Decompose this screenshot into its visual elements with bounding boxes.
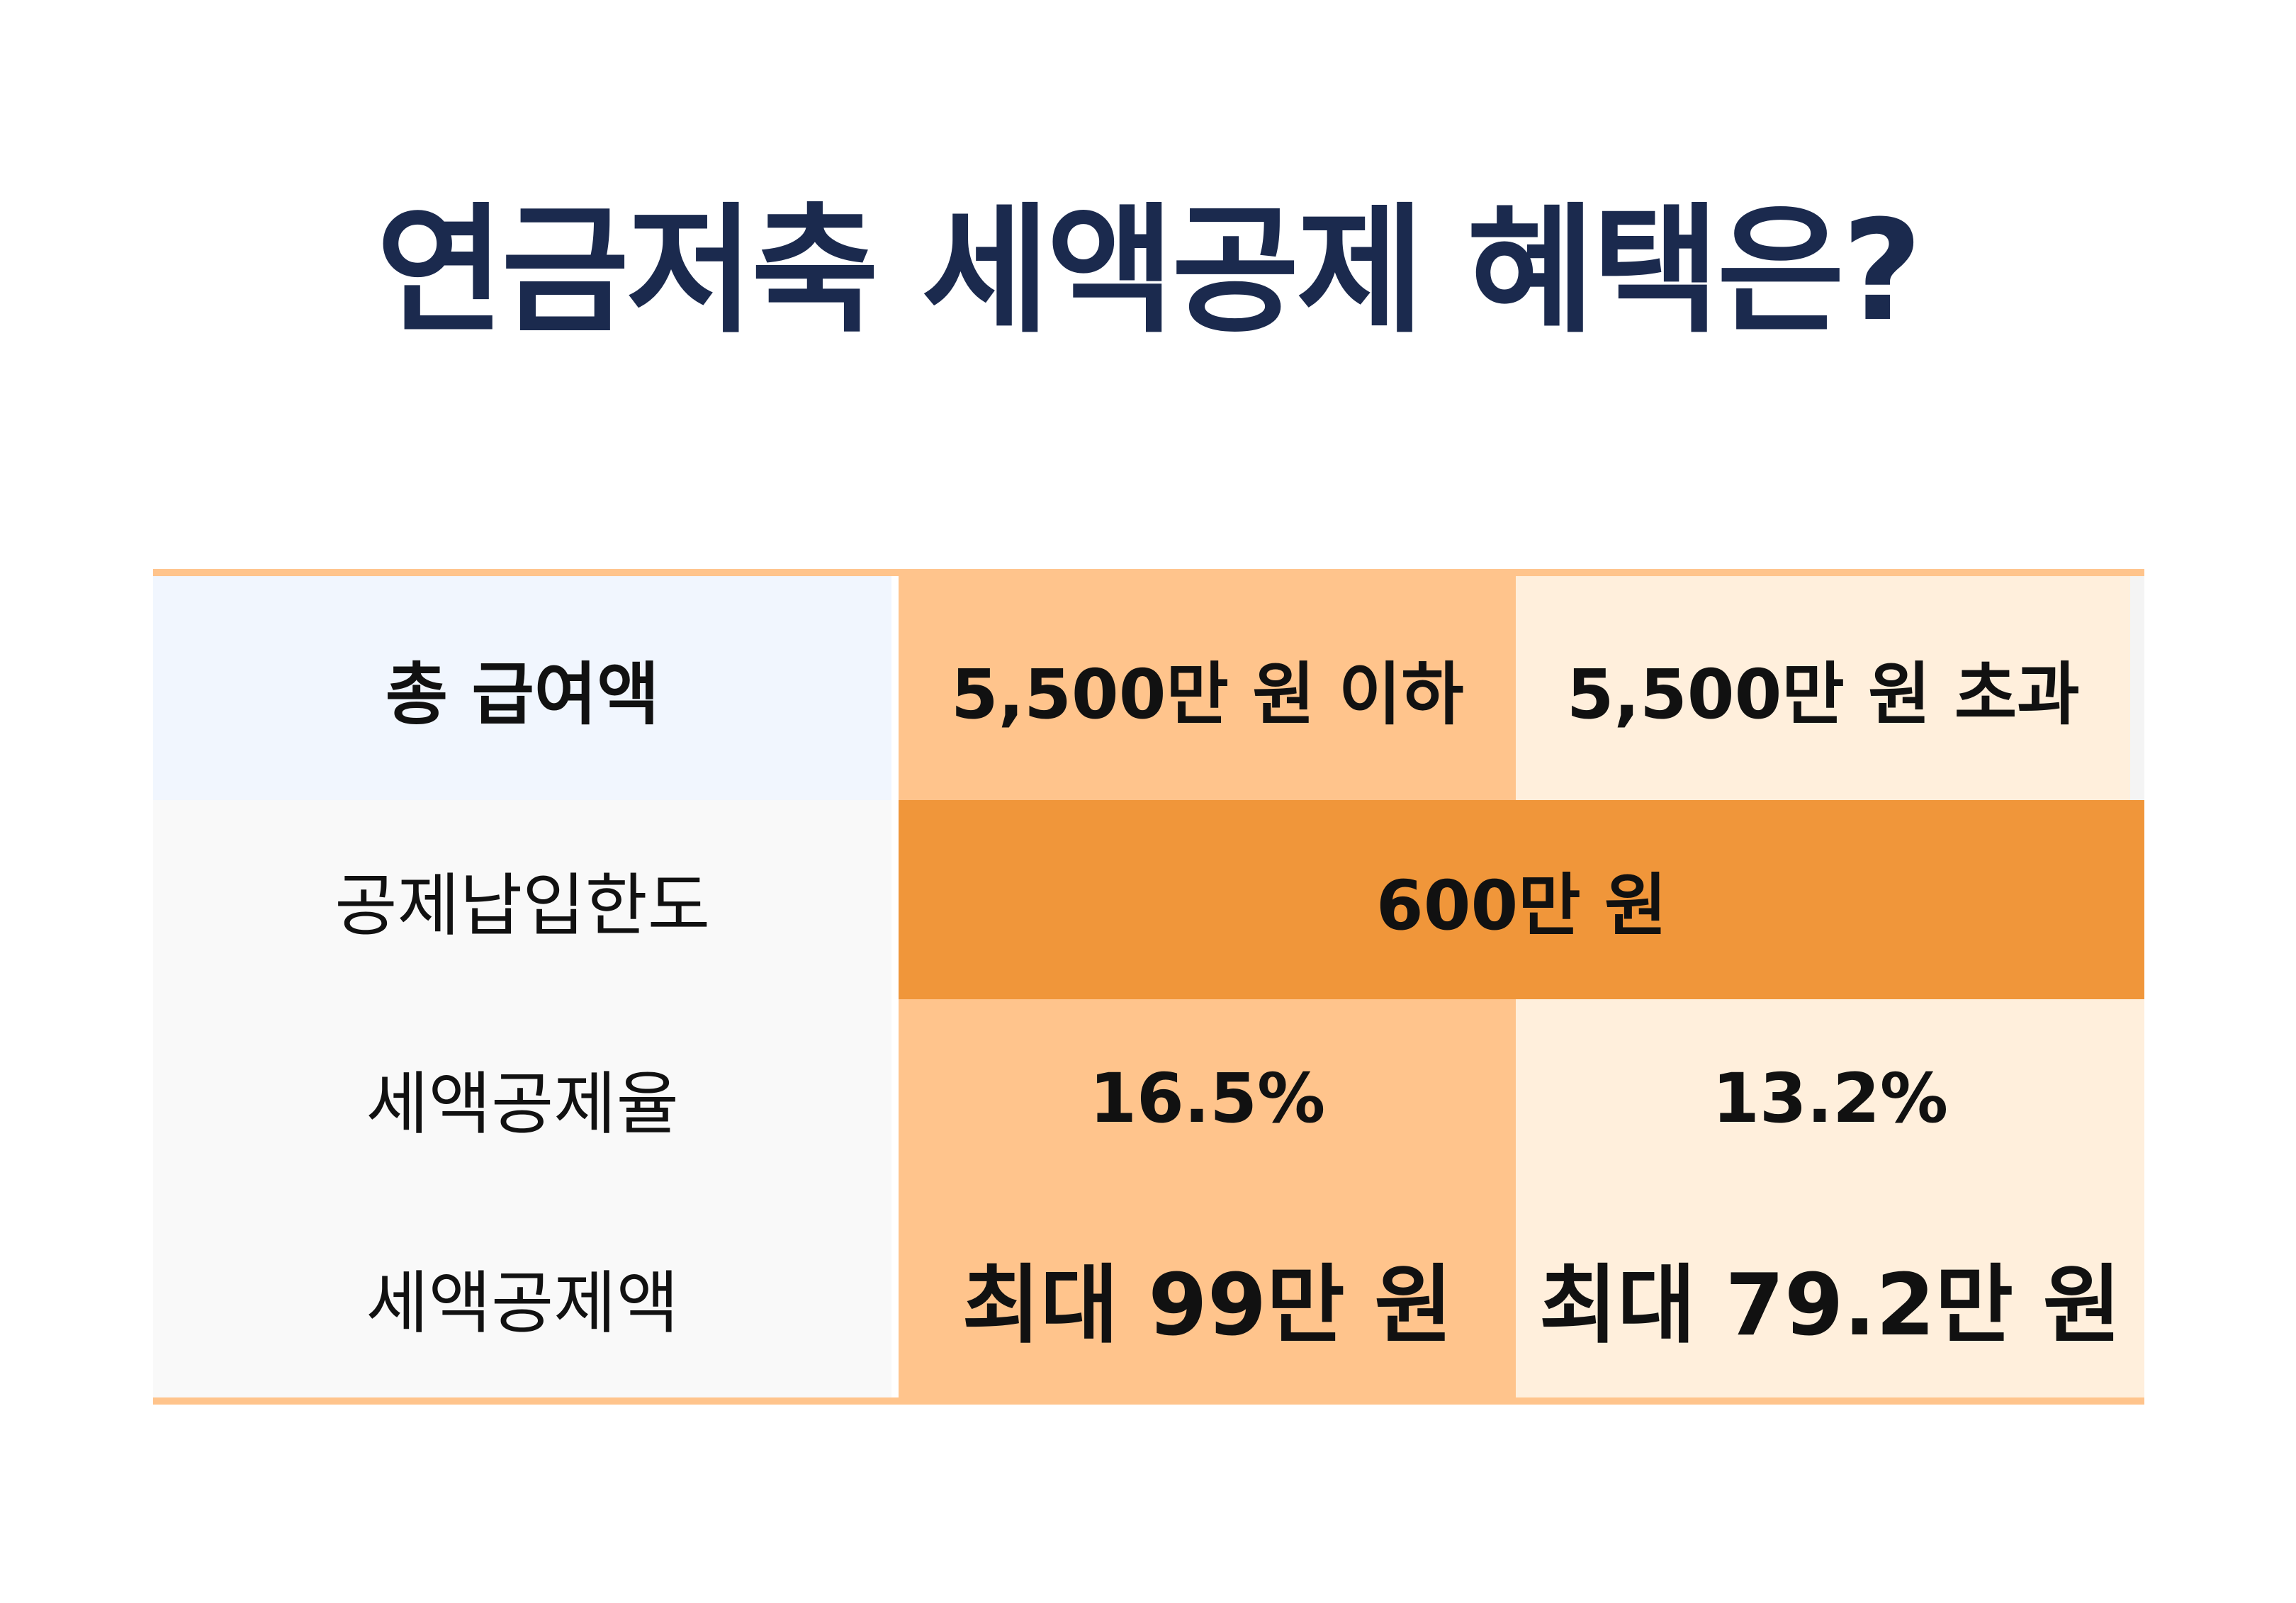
table-row-credit-rate: 세액공제율 16.5% 13.2% (153, 999, 2145, 1197)
row-label-credit-rate: 세액공제율 (153, 999, 892, 1197)
header-label-cell: 총 급여액 (153, 576, 892, 800)
credit-rate-over-55m: 13.2% (1516, 999, 2145, 1197)
table-row-deduction-limit: 공제납입한도 600만 원 (153, 800, 2145, 999)
column-divider (891, 1197, 899, 1397)
table-row-credit-amount: 세액공제액 최대 99만 원 최대 79.2만 원 (153, 1197, 2145, 1397)
table-bottom-rule (153, 1397, 2144, 1405)
page-title: 연금저축 세액공제 혜택은? (376, 191, 1923, 352)
deduction-limit-value: 600만 원 (899, 800, 2145, 999)
row-label-deduction-limit: 공제납입한도 (153, 800, 892, 999)
column-divider (891, 999, 899, 1197)
row-label-credit-amount: 세액공제액 (153, 1197, 892, 1397)
credit-amount-under-55m: 최대 99만 원 (899, 1197, 1516, 1397)
header-col-over-55m: 5,500만 원 초과 (1516, 576, 2131, 800)
column-divider (891, 800, 899, 999)
column-divider (891, 576, 899, 800)
table-top-rule (153, 569, 2144, 576)
table-header-row: 총 급여액 5,500만 원 이하 5,500만 원 초과 (153, 576, 2145, 800)
tax-credit-table: 총 급여액 5,500만 원 이하 5,500만 원 초과 공제납입한도 600… (153, 569, 2145, 1405)
credit-rate-under-55m: 16.5% (899, 999, 1516, 1197)
header-col-under-55m: 5,500만 원 이하 (899, 576, 1516, 800)
credit-amount-over-55m: 최대 79.2만 원 (1516, 1197, 2145, 1397)
header-edge-strip (2130, 576, 2145, 800)
